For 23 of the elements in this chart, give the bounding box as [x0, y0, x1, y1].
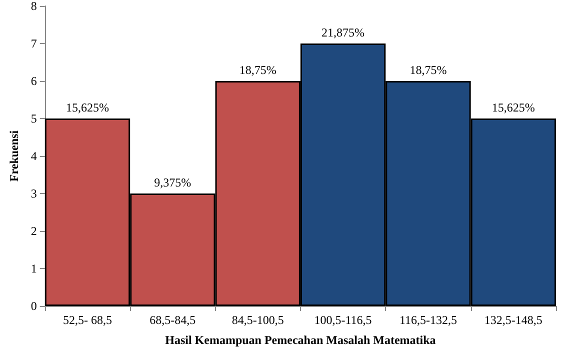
y-tick-label: 1 [30, 262, 37, 276]
x-tick-label: 100,5-116,5 [314, 313, 372, 327]
x-tick-label: 84,5-100,5 [232, 313, 284, 327]
y-tick-label: 6 [30, 74, 37, 88]
annotation: 15,625% [66, 100, 109, 114]
y-tick-label: 2 [30, 224, 37, 238]
y-axis-title: Frekuensi [7, 130, 21, 182]
annotation: 9,375% [154, 176, 192, 190]
annotation: 18,75% [239, 63, 276, 77]
x-tick-label: 116,5-132,5 [399, 313, 458, 327]
annotation: 21,875% [322, 26, 365, 40]
y-tick-label: 7 [30, 36, 37, 50]
x-axis-title: Hasil Kemampuan Pemecahan Masalah Matematika [165, 333, 436, 347]
y-tick-label: 3 [30, 186, 37, 200]
y-tick-label: 4 [30, 149, 37, 163]
annotation: 18,75% [410, 63, 447, 77]
y-tick-label: 8 [30, 0, 37, 13]
x-tick-label: 68,5-84,5 [150, 313, 196, 327]
y-tick-label: 0 [30, 299, 37, 313]
annotation: 15,625% [492, 100, 535, 114]
x-tick-label: 52,5- 68,5 [62, 313, 112, 327]
y-tick-label: 5 [30, 112, 37, 126]
x-tick-label: 132,5-148,5 [484, 313, 542, 327]
